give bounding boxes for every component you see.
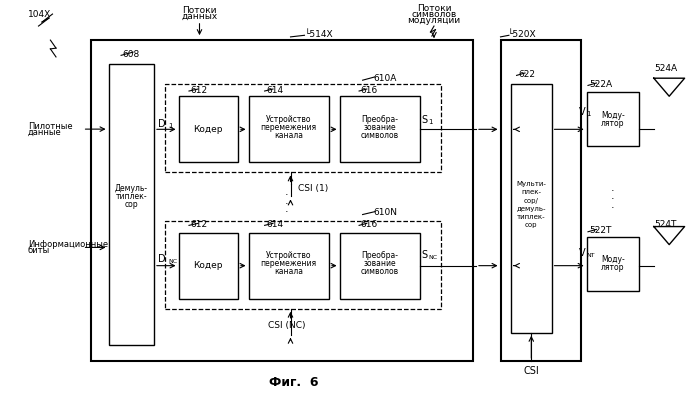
FancyBboxPatch shape [178,233,238,299]
Text: .: . [285,196,289,205]
Text: 608: 608 [122,50,140,59]
Text: └514X: └514X [304,30,333,38]
Text: Потоки: Потоки [182,6,217,14]
Text: плек-: плек- [522,190,541,195]
Text: Устройство: Устройство [266,115,312,124]
Text: 614: 614 [266,86,283,95]
Text: Устройство: Устройство [266,251,312,260]
Text: символов: символов [360,131,399,140]
Text: 614: 614 [266,220,283,229]
Text: 524A: 524A [654,64,678,73]
Text: D: D [158,119,166,129]
Text: канала: канала [274,131,303,140]
FancyBboxPatch shape [511,84,552,333]
Text: демуль-: демуль- [517,206,546,211]
Text: .: . [610,184,615,193]
Text: Пилотные: Пилотные [28,122,73,131]
Text: 104X: 104X [28,10,51,18]
Text: V: V [579,248,585,257]
Text: лятор: лятор [601,263,624,272]
Text: символов: символов [412,10,456,19]
FancyBboxPatch shape [500,40,581,361]
Text: NT: NT [586,253,594,257]
Text: Моду-: Моду- [601,255,624,264]
Text: S: S [421,250,427,259]
FancyBboxPatch shape [248,233,329,299]
Text: Потоки: Потоки [416,4,452,13]
Text: типлек-: типлек- [116,192,147,201]
Text: 622: 622 [518,70,535,79]
FancyBboxPatch shape [164,84,441,172]
Text: CSI: CSI [524,366,539,376]
FancyBboxPatch shape [178,96,238,162]
Text: Кодер: Кодер [193,125,223,134]
FancyBboxPatch shape [587,92,639,146]
Text: .: . [610,192,615,201]
Text: 610A: 610A [373,74,396,83]
Text: сор/: сор/ [524,198,539,203]
Text: .: . [610,200,615,209]
Text: канала: канала [274,267,303,276]
Text: CSI (1): CSI (1) [298,184,328,193]
Text: Моду-: Моду- [601,111,624,120]
Text: 524T: 524T [654,220,677,229]
Text: биты: биты [28,246,50,255]
Text: лятор: лятор [601,119,624,128]
Text: перемежения: перемежения [260,123,317,132]
Text: Кодер: Кодер [193,261,223,270]
Text: символов: символов [360,267,399,276]
Text: сор: сор [525,222,538,227]
Text: V: V [579,107,585,117]
Text: └520X: └520X [508,30,536,38]
Text: перемежения: перемежения [260,259,317,268]
Text: сор: сор [125,200,138,209]
Text: 610N: 610N [373,208,397,217]
FancyBboxPatch shape [248,96,329,162]
Text: Мульти-: Мульти- [517,182,546,187]
Text: 522A: 522A [589,80,612,89]
FancyBboxPatch shape [340,233,420,299]
Text: 522T: 522T [589,226,612,235]
Polygon shape [654,227,685,245]
FancyBboxPatch shape [91,40,472,361]
FancyBboxPatch shape [587,237,639,291]
Text: 616: 616 [360,86,378,95]
Text: данные: данные [28,128,62,137]
FancyBboxPatch shape [340,96,420,162]
Text: 1: 1 [168,124,172,129]
Text: Преобра-: Преобра- [361,251,398,260]
Text: CSI (NС): CSI (NС) [268,321,306,330]
Text: D: D [158,254,166,263]
Text: 612: 612 [190,86,207,95]
Text: Информационные: Информационные [28,240,108,249]
Text: 1: 1 [428,119,433,125]
Text: зование: зование [363,123,396,132]
Text: Преобра-: Преобра- [361,115,398,124]
Text: зование: зование [363,259,396,268]
Text: модуляции: модуляции [407,16,461,25]
Text: .: . [285,188,289,197]
Text: .: . [285,204,289,213]
Text: 612: 612 [190,220,207,229]
Text: типлек-: типлек- [517,214,545,219]
FancyBboxPatch shape [108,64,154,345]
Text: S: S [421,115,427,125]
FancyBboxPatch shape [164,221,441,309]
Text: 616: 616 [360,220,378,229]
Text: Фиг.  6: Фиг. 6 [270,377,318,389]
Text: NC: NC [428,255,438,259]
Text: 1: 1 [586,111,590,117]
Text: данных: данных [181,12,218,20]
Text: NC: NC [168,259,177,263]
Text: Демуль-: Демуль- [115,184,148,193]
Polygon shape [654,78,685,96]
